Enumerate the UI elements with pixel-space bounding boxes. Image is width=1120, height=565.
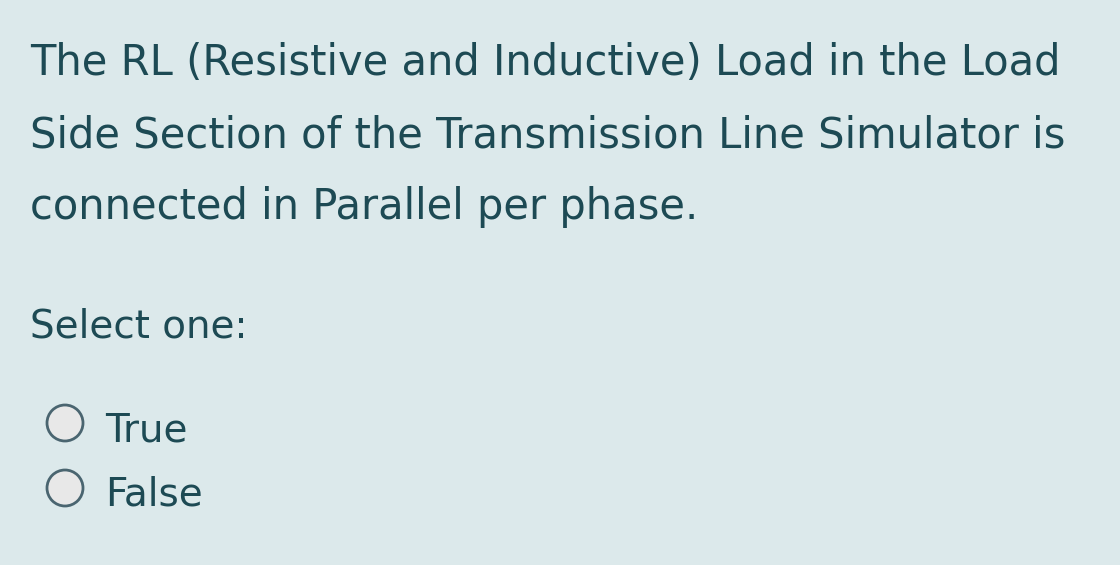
- Text: The RL (Resistive and Inductive) Load in the Load: The RL (Resistive and Inductive) Load in…: [30, 42, 1061, 84]
- Text: Side Section of the Transmission Line Simulator is: Side Section of the Transmission Line Si…: [30, 114, 1065, 156]
- Circle shape: [47, 470, 83, 506]
- Circle shape: [47, 405, 83, 441]
- Text: Select one:: Select one:: [30, 308, 248, 346]
- Text: False: False: [105, 476, 203, 514]
- Text: connected in Parallel per phase.: connected in Parallel per phase.: [30, 186, 698, 228]
- Text: True: True: [105, 411, 187, 449]
